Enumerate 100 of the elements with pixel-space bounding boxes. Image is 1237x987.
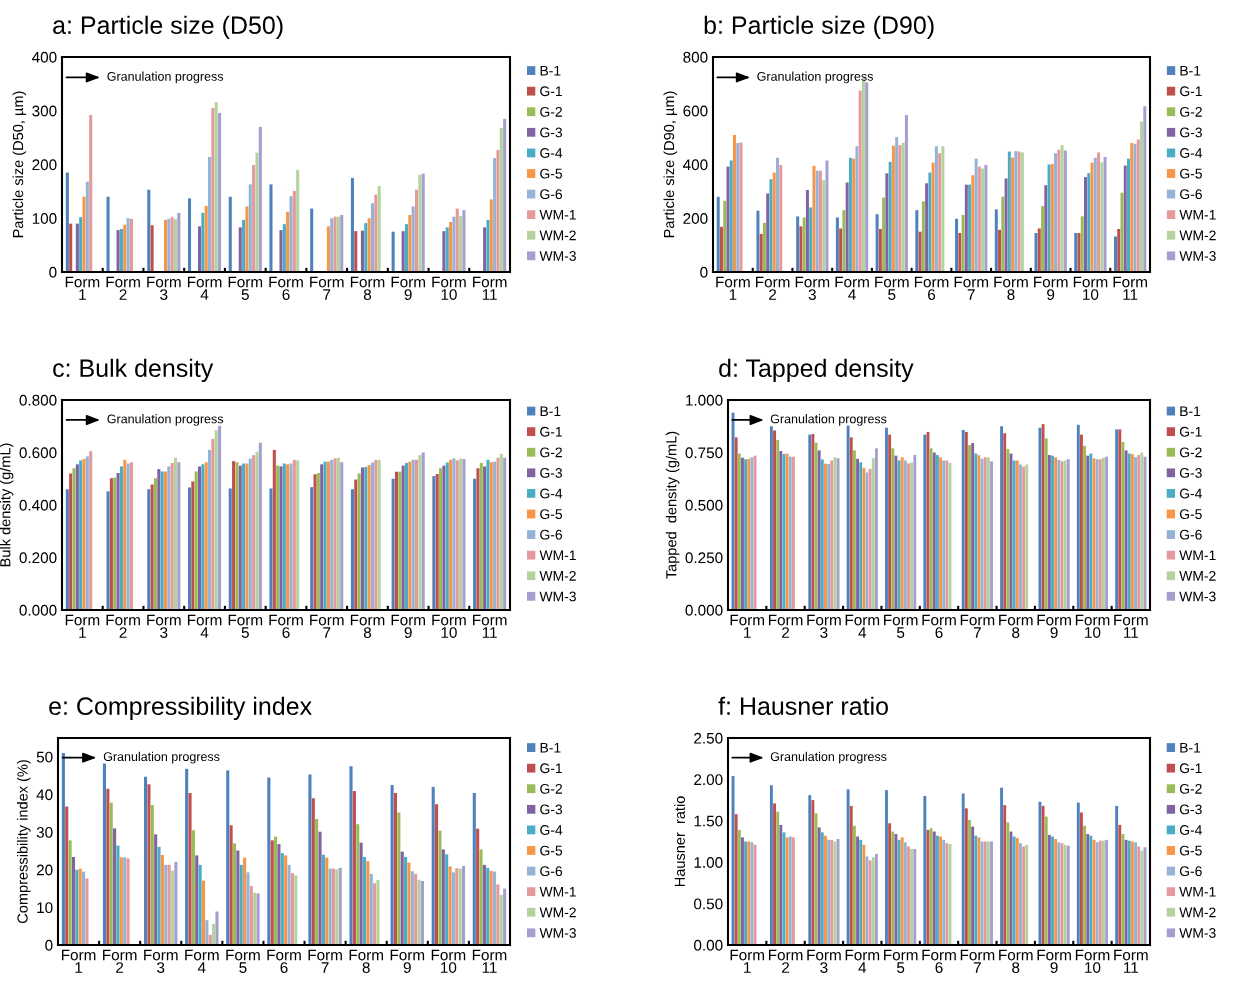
bar [397,812,401,945]
bar [925,183,929,272]
bar [340,462,344,610]
bar [205,920,209,945]
bar [359,842,363,945]
bar [410,871,414,945]
chart-title: b: Particle size (D90) [704,15,934,39]
bar [255,451,259,610]
bar [280,853,284,945]
bar [106,491,110,610]
bar [177,212,181,272]
bar [885,427,888,610]
x-tick-label: Form 3 [807,949,841,973]
y-tick-label: 1.00 [694,857,723,868]
x-tick-label: Form 8 [350,614,385,638]
legend-label: G-2 [540,447,562,458]
bar [805,190,809,272]
x-tick-label: Form 8 [349,949,383,973]
bar [888,434,892,610]
bar [349,766,353,945]
bar [968,184,972,272]
bar [123,459,127,610]
bar [1006,448,1010,610]
bar [496,149,500,272]
x-tick-label: Form 5 [884,614,918,638]
y-tick-label: 800 [683,51,708,63]
y-tick-label: 0.400 [19,499,57,511]
bar [173,457,178,610]
bar [907,463,910,610]
bar [185,768,189,945]
x-tick-label: Form 8 [994,276,1028,300]
bar [212,923,216,945]
bar [732,134,736,272]
bar [393,792,398,945]
bar [357,473,361,610]
bar [894,455,898,610]
bar [366,861,370,945]
bar [737,453,741,610]
bar [1019,843,1022,945]
bar [964,184,968,272]
bar [215,911,219,945]
bar [729,160,733,272]
bar [968,445,971,610]
bar [201,212,205,272]
bar [258,126,262,272]
bar [340,215,344,272]
legend-label: G-1 [1180,86,1202,97]
bar [910,462,914,610]
bar [61,753,65,945]
bar [938,153,942,272]
bar [106,788,110,945]
annotation: Granulation progress [107,71,224,84]
bar [123,224,127,272]
x-tick-label: Form 11 [1114,949,1148,973]
bar [1137,846,1141,945]
bar [177,462,181,610]
bar [473,478,477,610]
x-tick-label: Form 11 [1114,614,1148,638]
bar [918,231,922,272]
bar [891,448,895,610]
bar [499,127,503,272]
bar [113,828,117,945]
bar [89,115,93,272]
bar [1080,812,1083,945]
bar [772,172,776,272]
bar [435,804,439,945]
bar [858,90,862,272]
legend-label: G-2 [1180,106,1202,117]
bar [796,216,800,272]
bar [812,165,816,272]
bar [211,438,215,610]
bar [290,873,294,945]
bar [431,786,435,945]
bar [888,823,892,945]
bar [921,201,925,272]
bar [846,789,850,945]
bar [1044,185,1048,272]
bar [1076,802,1080,945]
bar [154,834,158,945]
x-tick-label: Form 9 [1037,949,1071,973]
bar [404,224,409,272]
bar [370,203,374,272]
legend-label: B-1 [1180,742,1201,753]
bar [150,484,154,610]
legend-label: G-3 [1179,804,1202,815]
bar [445,854,449,945]
bar [929,448,933,610]
bar [483,466,487,610]
bar [391,478,395,610]
bar [1057,149,1061,272]
y-tick-label: 30 [36,826,53,838]
bar [476,828,480,945]
bar [868,468,872,610]
bar [822,180,826,272]
bar [998,229,1002,272]
bar [198,864,202,945]
bar [935,835,939,945]
bar [1134,457,1137,610]
bar [1041,206,1045,272]
y-tick-label: 600 [683,105,708,117]
